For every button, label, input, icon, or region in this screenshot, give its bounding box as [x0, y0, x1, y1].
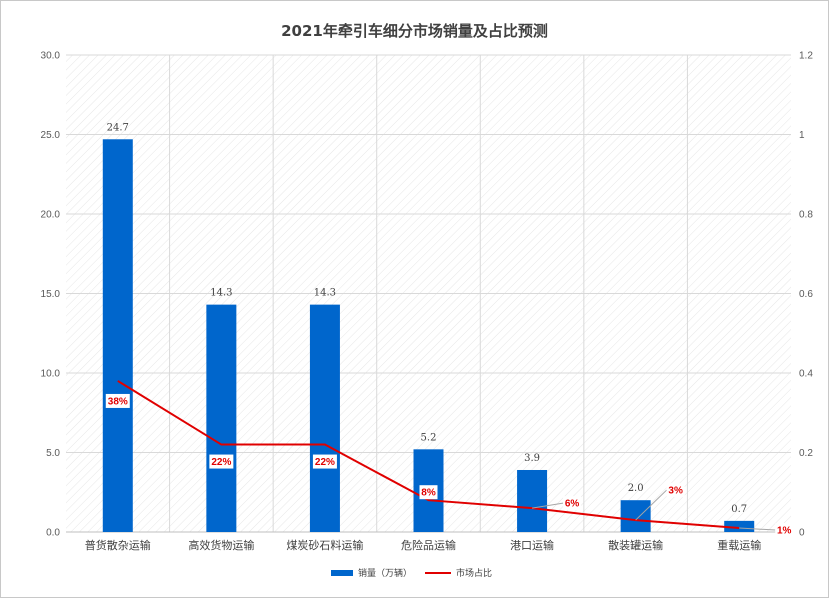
y2-tick-label: 1 [799, 130, 805, 141]
legend-label-bar: 销量（万辆） [358, 567, 412, 579]
y-tick-label: 5.0 [46, 448, 60, 459]
y2-tick-label: 0.4 [799, 369, 813, 380]
bar-value-label: 14.3 [314, 288, 336, 299]
share-label-box [775, 523, 794, 538]
bar [206, 304, 237, 532]
bar [309, 304, 340, 532]
bar-value-label: 5.2 [421, 432, 437, 443]
category-label: 散装罐运输 [608, 538, 663, 552]
y-tick-label: 25.0 [41, 130, 61, 141]
category-label: 危险品运输 [401, 538, 456, 552]
bar-value-label: 3.9 [524, 453, 540, 464]
share-value-label: 22% [211, 457, 231, 468]
share-label-box [563, 496, 582, 511]
bar [620, 500, 651, 532]
share-label-box [209, 454, 234, 469]
category-label: 煤炭砂石料运输 [286, 538, 363, 552]
bar-value-label: 24.7 [107, 122, 129, 133]
category-label: 港口运输 [510, 538, 554, 552]
leader-line [635, 489, 667, 521]
y2-tick-label: 0.2 [799, 448, 813, 459]
share-value-label: 6% [565, 499, 580, 510]
category-label: 重载运输 [717, 538, 761, 552]
bar [102, 139, 133, 532]
share-value-label: 22% [315, 457, 335, 468]
bar [724, 520, 755, 532]
y-tick-label: 0.0 [46, 528, 60, 539]
y-tick-label: 20.0 [41, 210, 61, 221]
chart-title: 2021年牵引车细分市场销量及占比预测 [281, 22, 548, 40]
share-value-label: 8% [421, 488, 436, 499]
bar [517, 469, 548, 532]
leader-line [531, 502, 564, 509]
y2-tick-label: 1.2 [799, 51, 813, 62]
y-tick-label: 15.0 [41, 289, 61, 300]
share-label-box [105, 393, 130, 408]
share-value-label: 38% [108, 396, 128, 407]
y2-tick-label: 0 [799, 528, 805, 539]
bar-value-label: 2.0 [628, 483, 644, 494]
bar-value-label: 0.7 [731, 504, 747, 515]
bar-value-label: 14.3 [210, 288, 232, 299]
share-label-box [419, 485, 438, 500]
category-label: 高效货物运输 [188, 538, 254, 552]
share-value-label: 3% [668, 486, 683, 497]
y-tick-label: 30.0 [41, 51, 61, 62]
y2-tick-label: 0.6 [799, 289, 813, 300]
share-value-label: 1% [777, 526, 792, 537]
share-label-box [312, 454, 337, 469]
y-tick-label: 10.0 [41, 369, 61, 380]
legend-swatch-bar [331, 570, 353, 576]
share-label-box [666, 483, 685, 498]
leader-line [739, 527, 776, 531]
y2-tick-label: 0.8 [799, 210, 813, 221]
legend-label-line: 市场占比 [456, 567, 492, 579]
category-label: 普货散杂运输 [85, 538, 151, 552]
